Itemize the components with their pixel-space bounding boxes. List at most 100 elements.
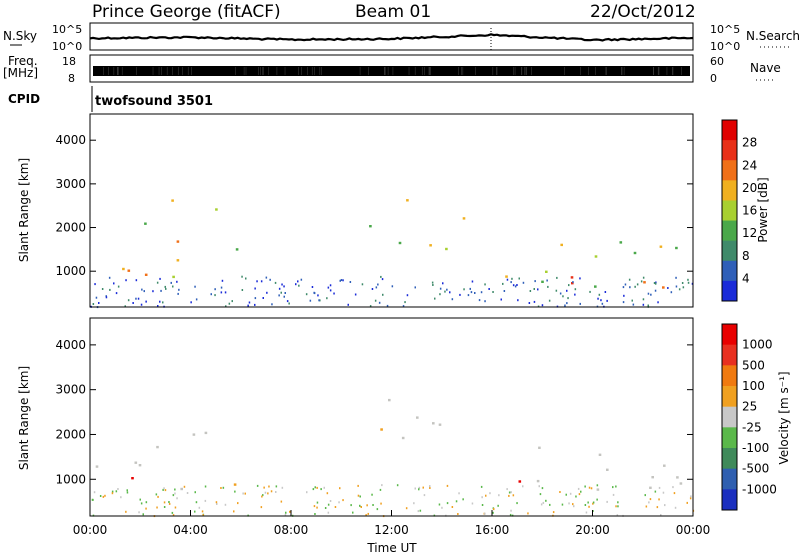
colorbar-tick-label: 12 [742, 226, 757, 240]
noise-cell [145, 501, 148, 504]
noise-cell [386, 304, 389, 307]
noise-cell [542, 501, 545, 504]
colorbar-frame [721, 119, 738, 302]
velocity-colorbar: 1000 500 100 25 -25 -100 -500 -1000 [721, 323, 777, 511]
noise-cell [429, 485, 431, 488]
noise-cell [324, 507, 327, 509]
data-cell [619, 241, 623, 244]
noise-cell [137, 297, 140, 300]
noise-cell [319, 299, 321, 302]
y-tick-label: 3000 [55, 383, 86, 397]
y-tick-label: 1000 [55, 264, 86, 278]
noise-cell [350, 504, 352, 507]
noise-cell [288, 302, 290, 305]
data-cell [662, 286, 665, 289]
power-data [90, 199, 694, 309]
noise-cell [339, 487, 341, 490]
noise-cell [648, 501, 650, 504]
noise-cell [115, 292, 118, 295]
noise-cell [517, 299, 519, 302]
x-tick-label: 00:00 [676, 523, 711, 537]
noise-cell [284, 292, 286, 294]
noise-cell [357, 484, 359, 487]
noise-cell [281, 486, 284, 489]
noise-cell [202, 514, 204, 517]
noise-cell [359, 504, 361, 507]
noise-right-label: N.Search [746, 29, 800, 43]
noise-cell [215, 501, 218, 504]
data-cell [649, 486, 652, 489]
power-colorbar-label: Power [dB] [756, 177, 770, 242]
noise-cell [439, 293, 441, 296]
data-cell [144, 273, 148, 276]
noise-cell [262, 494, 264, 497]
noise-cell [339, 279, 341, 282]
noise-cell [247, 304, 249, 307]
noise-cell [326, 492, 329, 495]
noise-cell [216, 503, 218, 505]
noise-cell [474, 292, 476, 294]
x-tick-label: 08:00 [274, 523, 309, 537]
noise-cell [480, 485, 483, 488]
freq-right-tick-top: 60 [710, 55, 724, 68]
noise-cell [687, 281, 690, 284]
noise-cell [555, 289, 558, 292]
noise-cell [572, 503, 574, 506]
colorbar-tick-label: 25 [742, 400, 757, 414]
noise-cell [329, 284, 332, 287]
freq-right-tick-bottom: 0 [710, 72, 717, 85]
x-axis-label: Time UT [366, 541, 417, 554]
noise-cell [372, 504, 374, 506]
data-cell [675, 246, 678, 250]
noise-cell [429, 487, 431, 489]
noise-cell [316, 506, 318, 509]
data-cell [594, 255, 598, 258]
noise-left-tick-top: 10^5 [52, 23, 82, 36]
noise-cell [539, 493, 542, 496]
noise-cell [270, 490, 273, 493]
noise-cell [529, 290, 532, 292]
noise-cell [380, 275, 382, 278]
colorbar-swatch [722, 406, 737, 428]
noise-cell [327, 511, 330, 514]
colorbar-swatch [722, 344, 737, 366]
y-tick-label: 1000 [55, 472, 86, 486]
power-frame [89, 113, 694, 308]
noise-cell [262, 297, 264, 299]
noise-cell [458, 492, 460, 495]
data-cell [536, 479, 540, 483]
noise-cell [316, 501, 319, 504]
velocity-frame [89, 317, 694, 517]
colorbar-frame [721, 323, 738, 511]
noise-cell [376, 508, 379, 511]
noise-cell [432, 284, 434, 286]
noise-cell [142, 513, 144, 516]
noise-cell [312, 488, 315, 491]
noise-cell [183, 485, 186, 488]
noise-cell [559, 292, 562, 295]
noise-cell [616, 514, 619, 517]
noise-cell [414, 286, 416, 289]
data-cell [676, 476, 679, 479]
noise-cell [210, 293, 212, 296]
data-cell [176, 240, 180, 243]
noise-cell [297, 280, 299, 283]
noise-cell [470, 291, 473, 294]
beam-title: Beam 01 [355, 2, 431, 22]
noise-cell [617, 505, 619, 508]
data-cell [192, 433, 196, 436]
noise-cell [194, 285, 196, 288]
noise-cell [418, 486, 421, 489]
noise-cell [281, 283, 283, 286]
noise-cell [266, 291, 268, 294]
colorbar-swatch [722, 489, 737, 511]
noise-cell [194, 510, 196, 513]
noise-cell [604, 291, 607, 293]
noise-cell [371, 493, 373, 496]
noise-cell [493, 508, 495, 511]
colorbar-swatch [722, 324, 737, 346]
noise-cell [469, 287, 471, 290]
noise-cell [516, 502, 518, 505]
noise-cell [617, 501, 619, 504]
